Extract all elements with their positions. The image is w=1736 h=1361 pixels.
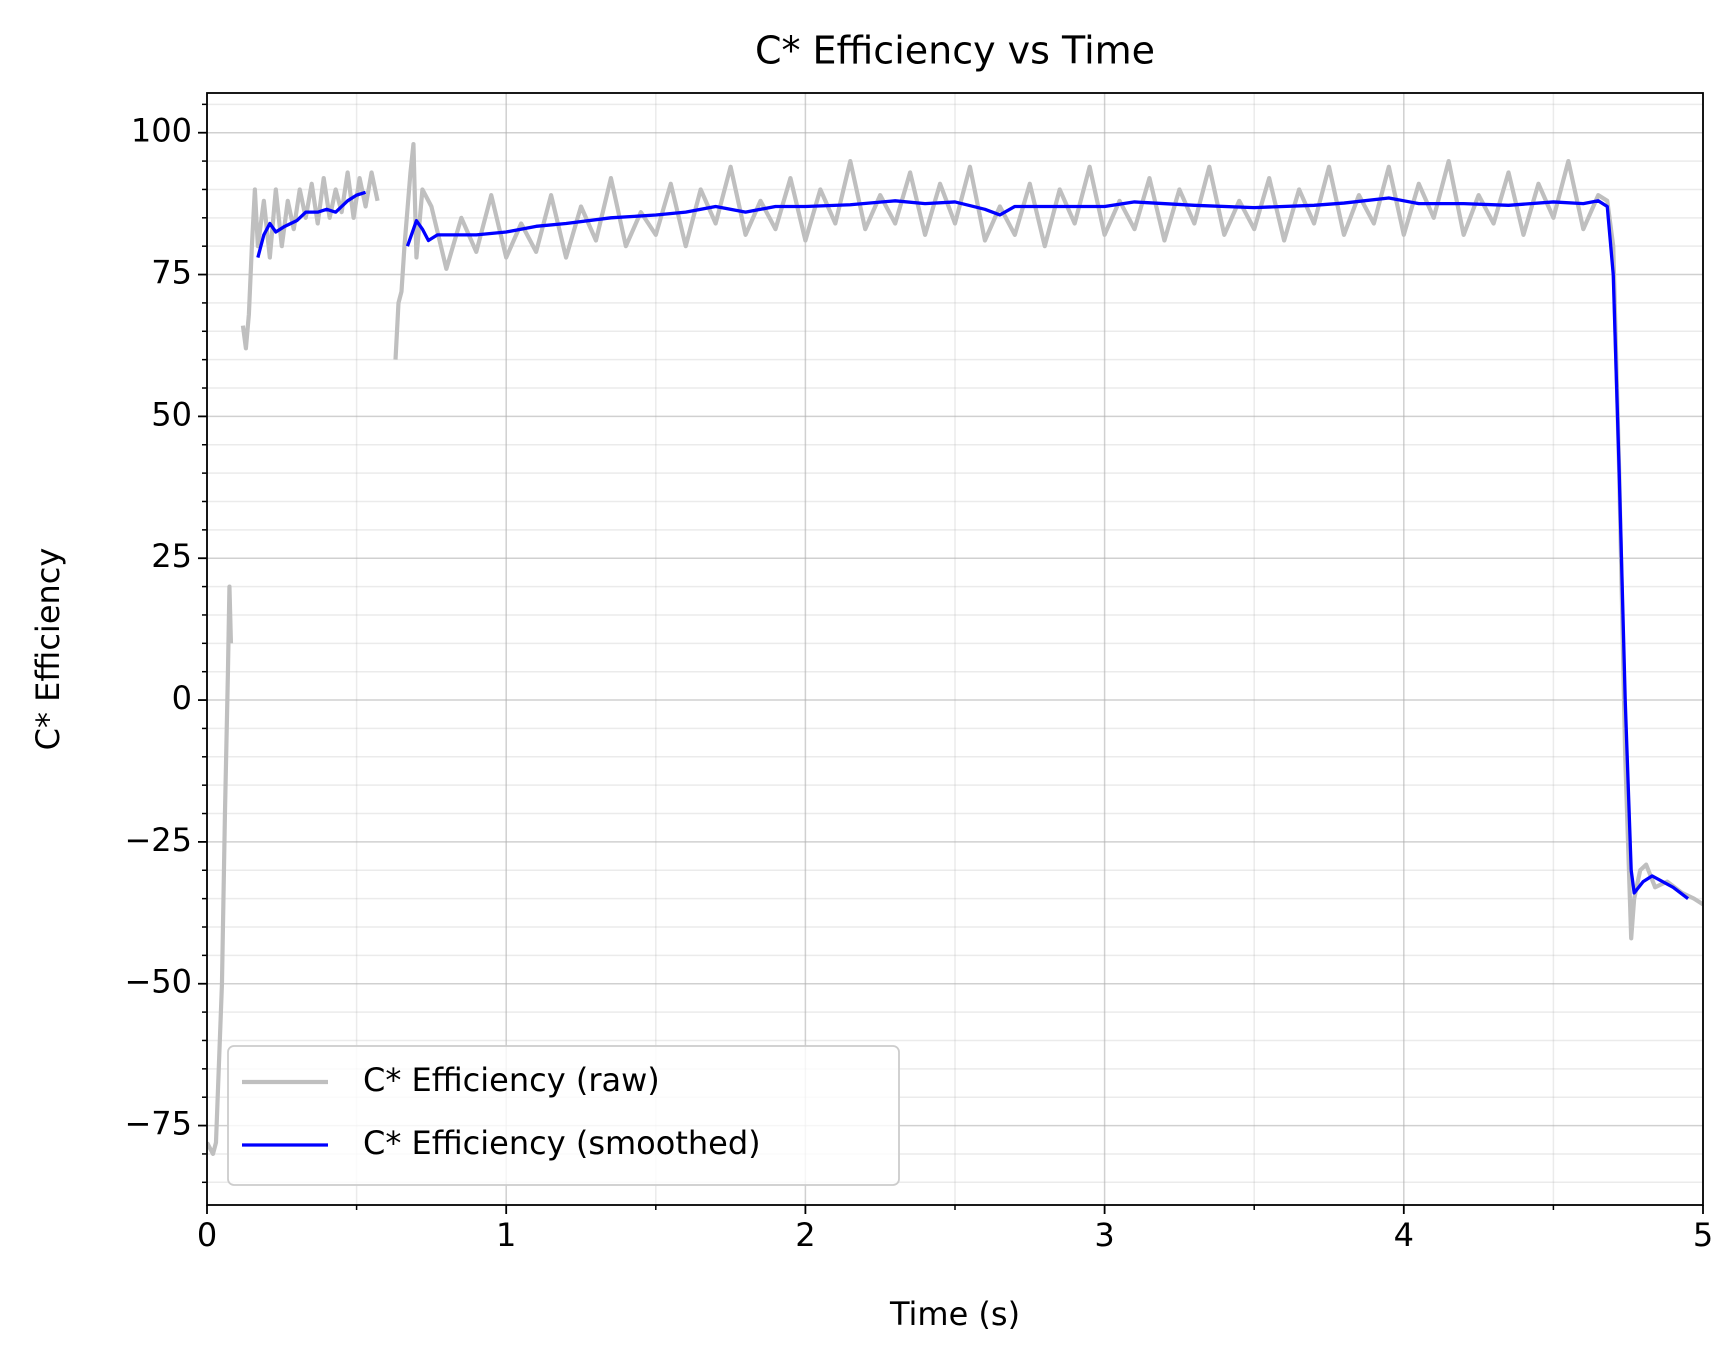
y-tick-label: −25: [124, 821, 192, 859]
y-tick-label: 25: [151, 537, 192, 575]
y-axis-label: C* Efficiency: [29, 548, 67, 751]
legend-label: C* Efficiency (smoothed): [363, 1124, 761, 1162]
x-axis-label: Time (s): [889, 1295, 1020, 1333]
x-tick-label: 3: [1094, 1216, 1114, 1254]
y-tick-label: 50: [151, 395, 192, 433]
legend-box: [227, 1045, 900, 1186]
x-tick-label: 5: [1693, 1216, 1713, 1254]
y-tick-label: −75: [124, 1105, 192, 1143]
x-tick-label: 2: [795, 1216, 815, 1254]
y-tick-label: 0: [172, 679, 192, 717]
y-tick-label: −50: [124, 963, 192, 1001]
data-line: [256, 190, 1690, 900]
legend-label: C* Efficiency (raw): [363, 1061, 660, 1099]
x-tick-label: 4: [1394, 1216, 1414, 1254]
y-tick-label: 75: [151, 254, 192, 292]
data-line: [207, 141, 1703, 1157]
chart-title: C* Efficiency vs Time: [755, 29, 1155, 73]
x-tick-label: 1: [496, 1216, 516, 1254]
plot-frame: [206, 92, 1704, 1206]
y-tick-label: 100: [131, 112, 192, 150]
x-tick-label: 0: [197, 1216, 217, 1254]
